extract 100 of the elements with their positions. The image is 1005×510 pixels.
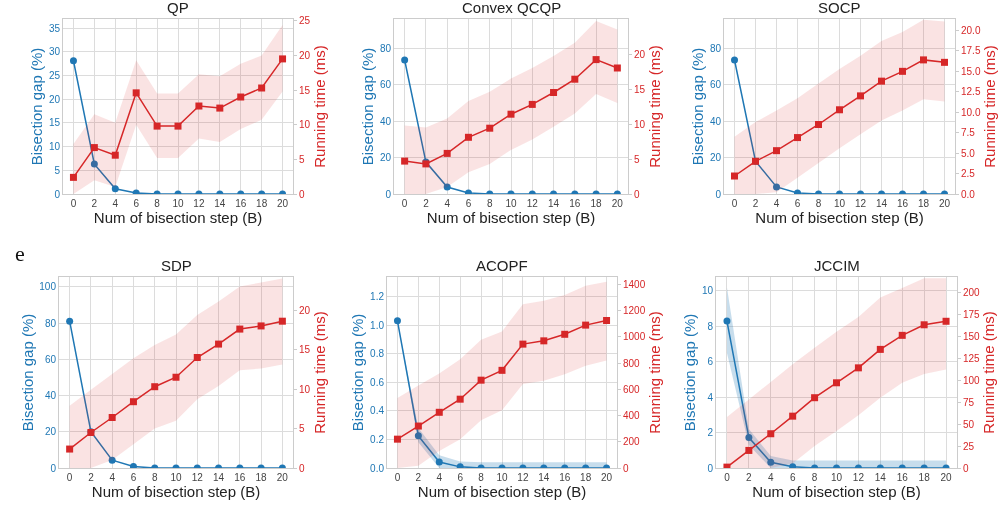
y2-tick-label: 175: [963, 308, 981, 320]
x-tick-label: 12: [193, 198, 205, 209]
y2-tick-label: 15: [299, 84, 311, 96]
y2-tick-label: 15: [634, 83, 646, 95]
y-tick-label: 0.0: [370, 462, 385, 474]
x-tick-label: 18: [256, 198, 268, 209]
point: [767, 430, 775, 438]
y2-tick-label: 1200: [623, 305, 646, 317]
x-axis-title: Num of bisection step (B): [755, 209, 924, 226]
y2-tick-label: 10: [299, 383, 311, 395]
point: [899, 67, 906, 75]
point: [90, 144, 98, 152]
point: [172, 373, 180, 381]
y-tick-label: 5: [54, 164, 61, 176]
x-tick-label: 6: [789, 472, 796, 483]
x-tick-label: 16: [896, 472, 909, 483]
x-tick-label: 14: [538, 472, 550, 483]
y2-tick-label: 150: [963, 330, 981, 342]
x-axis-title: Num of bisection step (B): [417, 483, 587, 500]
x-axis-title: Num of bisection step (B): [93, 209, 263, 226]
point: [486, 124, 494, 132]
y2-tick-label: 20: [299, 304, 311, 316]
y-tick-label: 8: [707, 320, 714, 332]
point: [878, 77, 885, 85]
point: [833, 379, 840, 387]
y2-tick-label: 0: [299, 462, 305, 474]
x-tick-label: 14: [874, 472, 887, 483]
point: [507, 110, 515, 118]
point: [789, 412, 797, 420]
point: [773, 147, 780, 155]
point: [857, 92, 864, 100]
y-tick-label: 60: [709, 79, 722, 91]
point: [66, 317, 74, 325]
point: [435, 408, 443, 416]
x-tick-label: 18: [918, 472, 931, 483]
y-tick-label: 2: [707, 427, 714, 439]
y-tick-label: 0: [707, 462, 714, 474]
y2-tick-label: 10: [634, 118, 646, 130]
x-tick-label: 18: [917, 198, 930, 209]
y2-tick-label: 200: [623, 436, 641, 448]
y-tick-label: 40: [44, 390, 57, 402]
x-axis-title: Num of bisection step (B): [752, 483, 921, 500]
y-axis-title: Bisection gap (%): [28, 47, 46, 166]
x-tick-label: 4: [444, 198, 451, 209]
y2-axis-title: Running time (ms): [980, 311, 998, 434]
x-tick-label: 8: [478, 472, 485, 483]
x-tick-label: 0: [724, 472, 731, 483]
y-tick-label: 15: [48, 117, 61, 129]
x-tick-label: 16: [234, 472, 246, 483]
point: [540, 337, 548, 345]
x-tick-label: 4: [767, 472, 774, 483]
x-tick-label: 0: [66, 472, 73, 483]
y2-tick-label: 125: [963, 352, 981, 364]
point: [794, 189, 801, 194]
point: [108, 413, 116, 421]
point: [216, 104, 224, 112]
point: [215, 340, 223, 348]
y-tick-label: 20: [48, 93, 61, 105]
x-tick-label: 20: [276, 198, 289, 209]
chart-title: Convex QCQP: [462, 0, 562, 16]
point: [477, 376, 485, 384]
point: [414, 432, 422, 440]
y2-axis-title: Running time (ms): [310, 45, 328, 168]
x-tick-label: 20: [600, 472, 613, 483]
point: [920, 56, 927, 64]
x-tick-label: 16: [896, 198, 909, 209]
x-tick-label: 2: [752, 198, 759, 209]
point: [257, 322, 265, 330]
y2-tick-label: 0: [623, 462, 629, 474]
y2-tick-label: 17.5: [961, 45, 981, 57]
y-tick-label: 0: [715, 188, 722, 200]
y-tick-label: 4: [707, 391, 714, 403]
y2-tick-label: 800: [623, 357, 641, 369]
point: [129, 398, 137, 406]
x-tick-label: 18: [580, 472, 592, 483]
y-tick-label: 20: [709, 152, 722, 164]
y2-tick-label: 25: [299, 15, 311, 27]
point: [528, 100, 536, 108]
point: [745, 434, 753, 442]
x-tick-label: 14: [547, 198, 560, 209]
point: [811, 394, 819, 402]
x-tick-label: 10: [833, 198, 846, 209]
x-tick-label: 0: [394, 472, 401, 483]
x-tick-label: 8: [815, 198, 822, 209]
x-tick-label: 8: [811, 472, 818, 483]
chart-title: SOCP: [818, 0, 861, 16]
point: [435, 458, 443, 466]
y2-tick-label: 5: [299, 423, 305, 435]
y2-tick-label: 15.0: [961, 65, 981, 77]
y2-tick-label: 5.0: [961, 147, 976, 159]
x-tick-label: 10: [172, 198, 184, 209]
x-tick-label: 2: [746, 472, 753, 483]
y-tick-label: 0: [385, 188, 392, 200]
y-tick-label: 6: [707, 356, 714, 368]
point: [898, 331, 906, 339]
x-tick-label: 6: [465, 198, 472, 209]
point: [236, 325, 244, 333]
point: [66, 445, 74, 453]
y2-tick-label: 50: [963, 418, 975, 430]
x-tick-label: 12: [852, 472, 865, 483]
